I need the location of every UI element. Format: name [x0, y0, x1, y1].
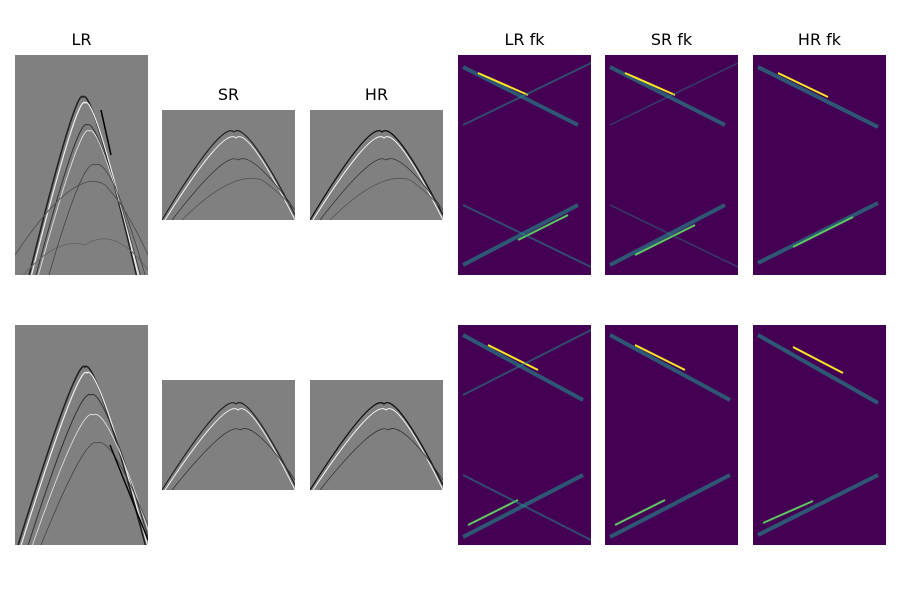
hr-gather-row1-image: [310, 130, 443, 220]
sr-fk-row1-image: [609, 62, 738, 268]
lr-fk-row1: [458, 55, 591, 275]
title-lr: LR: [71, 30, 92, 49]
sr-fk-row2: [605, 325, 738, 545]
sr-fk-row2-image: [609, 333, 731, 539]
sr-gather-row2-image: [162, 402, 295, 490]
sr-gather-row1: [162, 110, 295, 220]
lr-fk-row2: [458, 325, 591, 545]
title-sr-fk: SR fk: [650, 30, 693, 49]
hr-fk-row2: [753, 325, 886, 545]
hr-fk-row1-image: [757, 65, 879, 265]
hr-gather-row2-image: [310, 402, 443, 490]
sr-gather-row1-image: [162, 130, 295, 220]
sr-fk-row1: [605, 55, 738, 275]
title-hr: HR: [364, 85, 389, 104]
hr-fk-row1: [753, 55, 886, 275]
lr-fk-row1-image: [462, 62, 591, 268]
lr-gather-row1: [15, 55, 148, 275]
lr-fk-row2-image: [462, 329, 591, 541]
title-sr: SR: [217, 85, 240, 104]
hr-gather-row2: [310, 380, 443, 490]
hr-fk-row2-image: [757, 333, 879, 537]
title-hr-fk: HR fk: [797, 30, 842, 49]
lr-gather-row2: [15, 325, 148, 545]
sr-gather-row2: [162, 380, 295, 490]
lr-gather-row1-image: [15, 95, 148, 275]
lr-gather-row2-image: [17, 365, 148, 545]
hr-gather-row1: [310, 110, 443, 220]
title-lr-fk: LR fk: [504, 30, 545, 49]
